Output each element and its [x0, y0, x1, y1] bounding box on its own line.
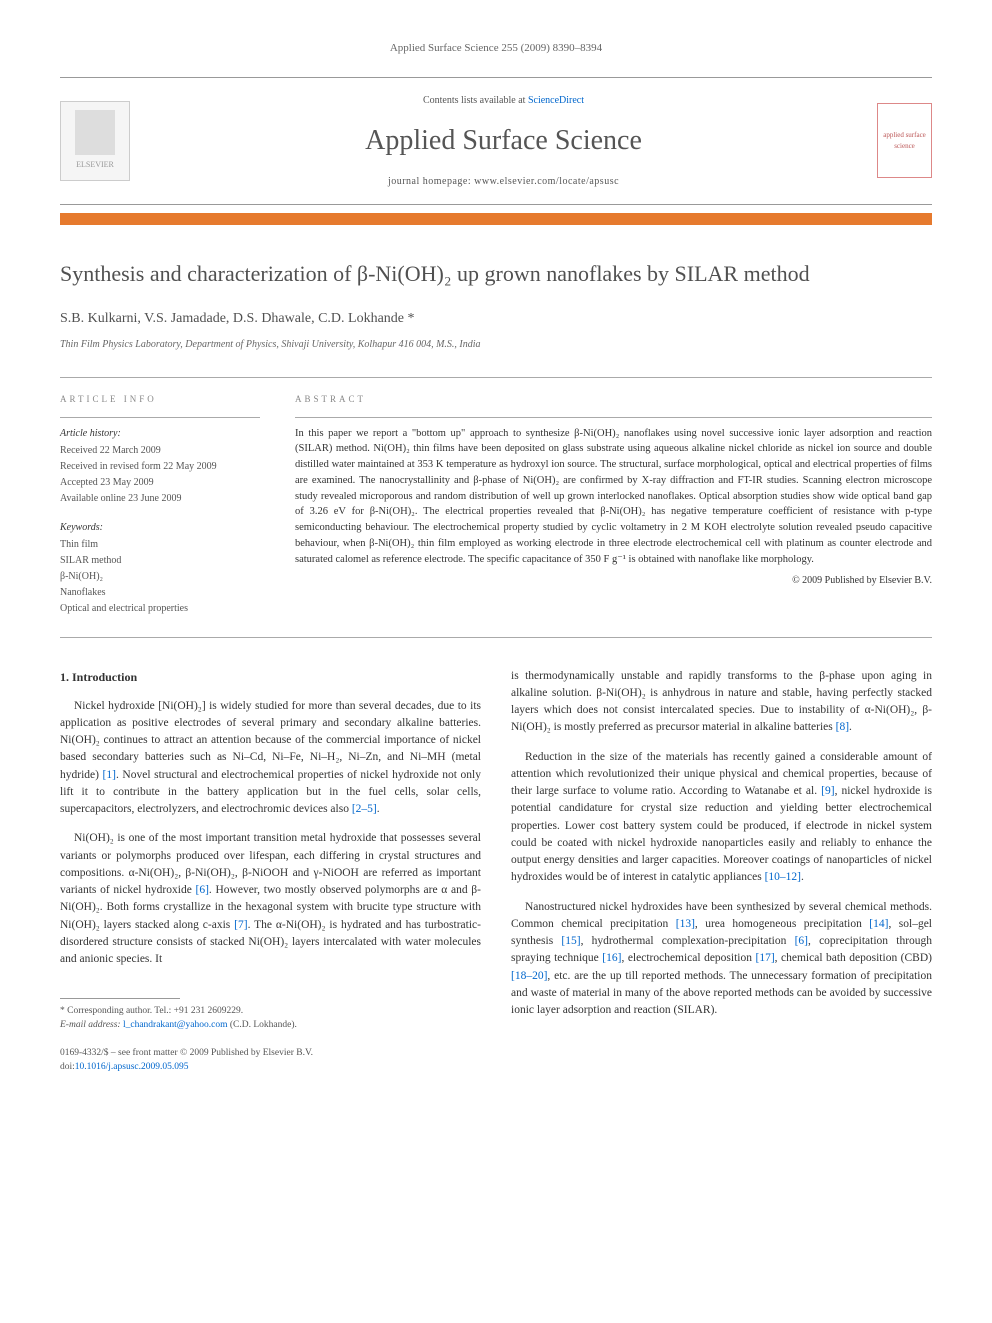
orange-divider-bar [60, 213, 932, 225]
paragraph: Reduction in the size of the materials h… [511, 749, 932, 887]
banner-center: Contents lists available at ScienceDirec… [130, 93, 877, 189]
divider-info [60, 417, 260, 418]
abstract-label: ABSTRACT [295, 393, 932, 407]
contents-prefix: Contents lists available at [423, 95, 528, 106]
contents-line: Contents lists available at ScienceDirec… [150, 93, 857, 108]
journal-name: Applied Surface Science [150, 120, 857, 162]
section-heading-intro: 1. Introduction [60, 668, 481, 686]
sciencedirect-link[interactable]: ScienceDirect [528, 95, 584, 106]
doi-line: doi:10.1016/j.apsusc.2009.05.095 [60, 1060, 481, 1074]
history-item: Available online 23 June 2009 [60, 491, 260, 506]
history-item: Accepted 23 May 2009 [60, 475, 260, 490]
keyword: SILAR method [60, 553, 260, 568]
history-item: Received in revised form 22 May 2009 [60, 459, 260, 474]
journal-cover-thumbnail: applied surface science [877, 103, 932, 178]
page-citation: Applied Surface Science 255 (2009) 8390–… [60, 40, 932, 57]
article-title: Synthesis and characterization of β-Ni(O… [60, 260, 932, 289]
abstract: ABSTRACT In this paper we report a "bott… [295, 393, 932, 617]
email-label: E-mail address: [60, 1020, 123, 1030]
journal-banner: ELSEVIER Contents lists available at Sci… [60, 77, 932, 205]
divider-abstract [295, 417, 932, 418]
keyword: Nanoflakes [60, 585, 260, 600]
column-right: is thermodynamically unstable and rapidl… [511, 668, 932, 1075]
keyword: Thin film [60, 537, 260, 552]
paragraph: is thermodynamically unstable and rapidl… [511, 668, 932, 737]
abstract-copyright: © 2009 Published by Elsevier B.V. [295, 573, 932, 588]
history-label: Article history: [60, 426, 260, 441]
divider-bottom [60, 637, 932, 638]
article-info-label: ARTICLE INFO [60, 393, 260, 407]
issn-line: 0169-4332/$ – see front matter © 2009 Pu… [60, 1046, 481, 1060]
email-link[interactable]: l_chandrakant@yahoo.com [123, 1020, 228, 1030]
publisher-label: ELSEVIER [76, 159, 114, 171]
paragraph: Ni(OH)₂ is one of the most important tra… [60, 830, 481, 968]
history-item: Received 22 March 2009 [60, 443, 260, 458]
abstract-text: In this paper we report a "bottom up" ap… [295, 426, 932, 568]
homepage-url: www.elsevier.com/locate/apsusc [474, 176, 619, 187]
paragraph: Nanostructured nickel hydroxides have be… [511, 899, 932, 1020]
column-left: 1. Introduction Nickel hydroxide [Ni(OH)… [60, 668, 481, 1075]
paragraph: Nickel hydroxide [Ni(OH)₂] is widely stu… [60, 698, 481, 819]
elsevier-tree-icon [75, 110, 115, 155]
body-columns: 1. Introduction Nickel hydroxide [Ni(OH)… [60, 668, 932, 1075]
corresponding-author-note: * Corresponding author. Tel.: +91 231 26… [60, 1005, 481, 1018]
journal-homepage: journal homepage: www.elsevier.com/locat… [150, 174, 857, 189]
cover-text: applied surface science [880, 130, 929, 151]
email-line: E-mail address: l_chandrakant@yahoo.com … [60, 1019, 481, 1032]
info-abstract-row: ARTICLE INFO Article history: Received 2… [60, 378, 932, 637]
elsevier-logo: ELSEVIER [60, 101, 130, 181]
homepage-prefix: journal homepage: [388, 176, 474, 187]
authors: S.B. Kulkarni, V.S. Jamadade, D.S. Dhawa… [60, 308, 932, 329]
doi-prefix: doi: [60, 1062, 75, 1072]
email-suffix: (C.D. Lokhande). [228, 1020, 297, 1030]
article-info: ARTICLE INFO Article history: Received 2… [60, 393, 260, 617]
keyword: Optical and electrical properties [60, 601, 260, 616]
keywords-label: Keywords: [60, 520, 260, 535]
footnote-divider [60, 998, 180, 999]
doi-link[interactable]: 10.1016/j.apsusc.2009.05.095 [75, 1062, 189, 1072]
keyword: β-Ni(OH)₂ [60, 569, 260, 584]
affiliation: Thin Film Physics Laboratory, Department… [60, 337, 932, 352]
